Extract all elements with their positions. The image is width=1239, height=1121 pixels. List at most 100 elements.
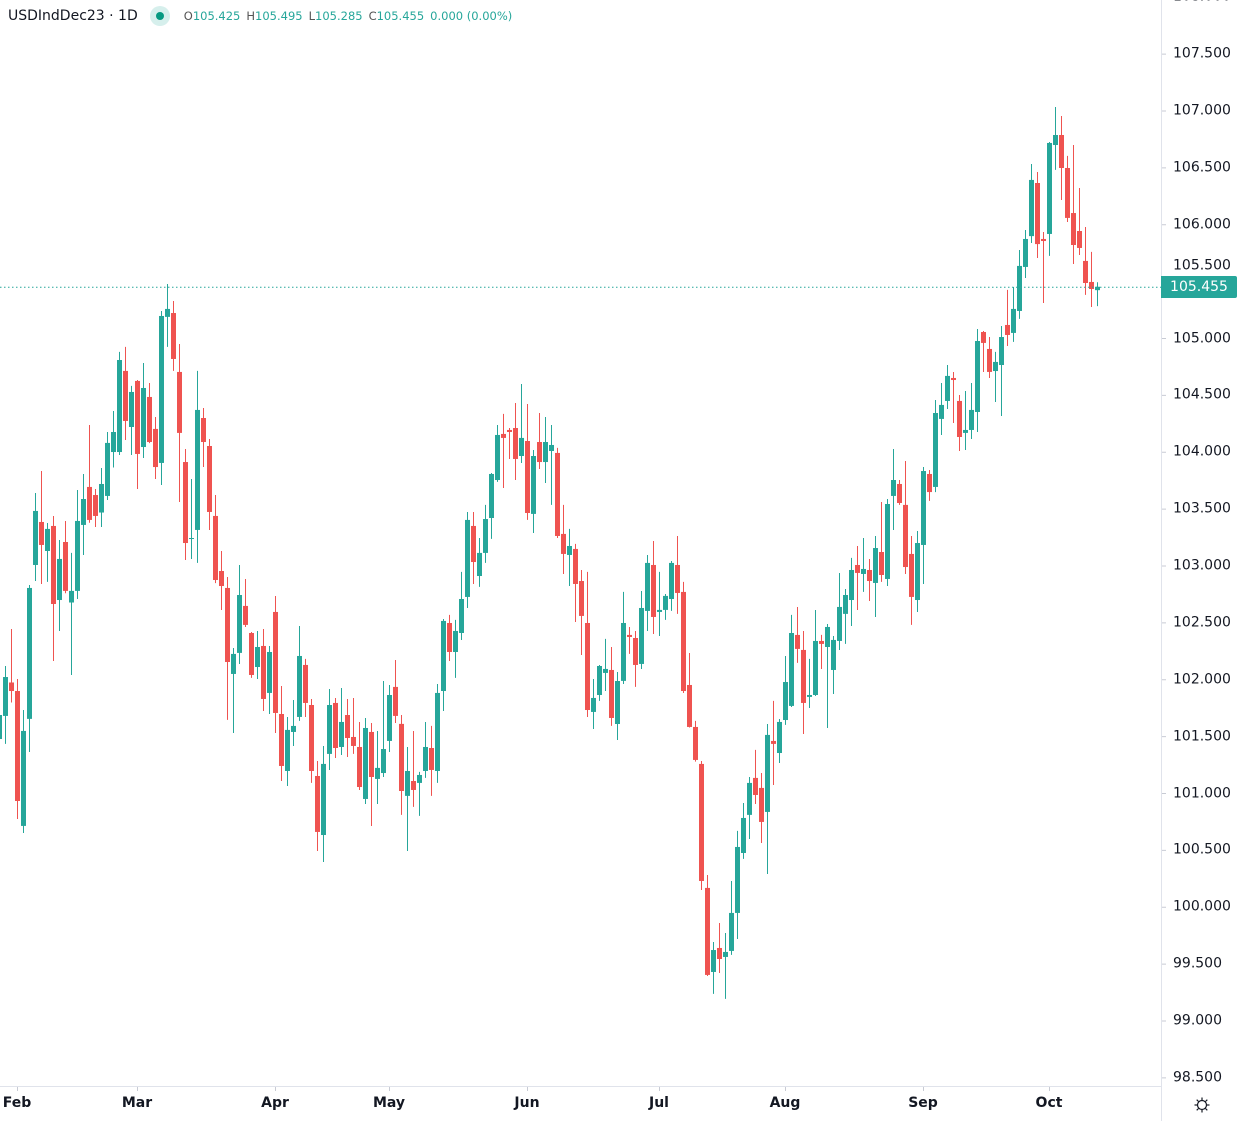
candle-body — [93, 495, 98, 516]
candle-body — [33, 510, 38, 565]
candle-body — [147, 396, 152, 443]
candle-body — [915, 543, 920, 601]
time-axis-ticks — [17, 1087, 1050, 1091]
candle-body — [621, 622, 626, 681]
candle-body — [1089, 281, 1094, 290]
candle-body — [441, 620, 446, 692]
candle-body — [45, 528, 50, 551]
candle-body — [843, 595, 848, 614]
candle-body — [531, 456, 536, 514]
candle-body — [297, 655, 302, 717]
candle-body — [771, 740, 776, 744]
candle-body — [789, 632, 794, 706]
candle-body — [273, 611, 278, 713]
price-tick-label: 98.500 — [1173, 1069, 1222, 1086]
close-label: C — [368, 9, 377, 23]
candle-body — [279, 713, 284, 766]
candle-body — [291, 725, 296, 732]
chart-legend: USDIndDec23 · 1D O 105.425 H 105.495 L 105.… — [8, 6, 512, 26]
candle-body — [765, 734, 770, 812]
candle-body — [1059, 135, 1064, 168]
open-value: 105.425 — [192, 9, 241, 23]
candle-body — [837, 606, 842, 641]
candles-group — [0, 107, 1100, 999]
time-tick-label: May — [372, 1095, 406, 1111]
time-tick-label: Oct — [1035, 1095, 1063, 1111]
candle-body — [207, 445, 212, 512]
price-tick-label: 108.000 — [1173, 0, 1231, 6]
last-price-tag: 105.455 — [1161, 276, 1237, 298]
candle-body — [711, 950, 716, 972]
candle-body — [81, 499, 86, 525]
candle-body — [615, 681, 620, 724]
candle-body — [1041, 238, 1046, 242]
candle-body — [171, 313, 176, 359]
candle-body — [591, 697, 596, 712]
candle-body — [201, 418, 206, 443]
price-tick-label: 100.500 — [1173, 841, 1231, 858]
candle-body — [663, 595, 668, 610]
candle-body — [321, 763, 326, 836]
change-value: 0.000 (0.00%) — [430, 9, 513, 23]
candle-body — [885, 504, 890, 579]
time-tick-label: Mar — [121, 1095, 153, 1111]
candle-body — [399, 723, 404, 791]
candle-body — [423, 746, 428, 771]
candle-body — [513, 428, 518, 459]
candle-body — [1095, 286, 1100, 291]
candle-body — [783, 682, 788, 721]
candle-body — [927, 473, 932, 493]
candle-body — [681, 591, 686, 692]
candle-body — [0, 715, 2, 740]
candle-body — [357, 746, 362, 788]
candle-body — [1077, 231, 1082, 248]
price-tick-label: 105.000 — [1173, 330, 1231, 346]
candle-body — [477, 552, 482, 577]
candle-body — [51, 525, 56, 604]
price-tick-label: 101.500 — [1173, 728, 1231, 745]
candle-body — [921, 471, 926, 545]
candle-body — [741, 817, 746, 853]
candle-body — [813, 640, 818, 695]
candle-body — [561, 533, 566, 554]
candle-body — [483, 519, 488, 553]
candle-body — [351, 736, 356, 746]
candle-body — [1035, 183, 1040, 245]
symbol-title[interactable]: USDIndDec23 · 1D — [8, 8, 138, 24]
candle-body — [417, 774, 422, 783]
candle-body — [969, 409, 974, 430]
candle-body — [105, 442, 110, 496]
candle-body — [873, 548, 878, 583]
candle-body — [951, 377, 956, 381]
candle-body — [1017, 265, 1022, 311]
candle-body — [189, 538, 194, 540]
candle-body — [453, 630, 458, 652]
candle-body — [801, 649, 806, 703]
candle-body — [411, 780, 416, 790]
candle-body — [375, 767, 380, 779]
candle-body — [135, 380, 140, 454]
time-tick-label: Sep — [908, 1095, 938, 1111]
candle-body — [471, 525, 476, 563]
candle-body — [945, 375, 950, 401]
candle-body — [231, 653, 236, 674]
candle-body — [237, 595, 242, 653]
time-tick-label: Aug — [769, 1095, 801, 1111]
price-tick-label: 107.500 — [1173, 45, 1231, 62]
gear-icon[interactable] — [1193, 1096, 1211, 1114]
candle-body — [1047, 142, 1052, 234]
candle-body — [723, 951, 728, 957]
candle-body — [429, 748, 434, 770]
candle-body — [369, 731, 374, 778]
candle-body — [333, 702, 338, 748]
market-status-dot-icon[interactable] — [149, 6, 170, 26]
open-label: O — [183, 9, 193, 23]
candle-body — [213, 515, 218, 580]
candle-body — [669, 562, 674, 599]
time-tick-label: Feb — [2, 1095, 32, 1111]
candle-body — [123, 370, 128, 421]
candle-body — [501, 433, 506, 438]
candle-body — [363, 727, 368, 799]
candle-body — [987, 348, 992, 372]
